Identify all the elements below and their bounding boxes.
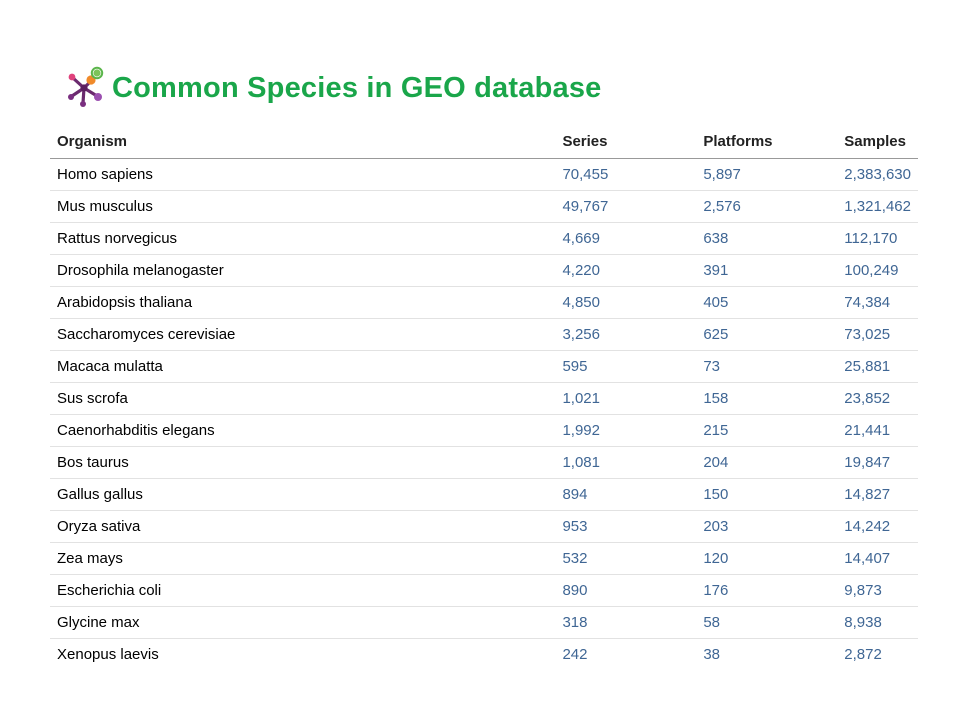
column-header-samples: Samples — [837, 125, 918, 159]
organism-cell: Zea mays — [50, 542, 556, 575]
table-header-row: Organism Series Platforms Samples — [50, 125, 918, 159]
series-count-link[interactable]: 49,767 — [555, 190, 697, 223]
platforms-count-link[interactable]: 215 — [696, 414, 838, 447]
table-row: Oryza sativa 953 203 14,242 — [50, 510, 918, 543]
organism-cell: Gallus gallus — [50, 478, 556, 511]
samples-count-link[interactable]: 23,852 — [837, 382, 918, 415]
series-count-link[interactable]: 1,021 — [555, 382, 697, 415]
platforms-count-link[interactable]: 58 — [696, 606, 838, 639]
geo-molecule-icon — [68, 66, 104, 107]
platforms-count-link[interactable]: 158 — [696, 382, 838, 415]
species-table-body: Homo sapiens 70,455 5,897 2,383,630 Mus musc… — [50, 158, 918, 671]
page-header: Common Species in GEO database — [64, 60, 601, 116]
table-row: Mus musculus 49,767 2,576 1,321,462 — [50, 190, 918, 223]
organism-cell: Oryza sativa — [50, 510, 556, 543]
organism-cell: Macaca mulatta — [50, 350, 556, 383]
organism-cell: Homo sapiens — [50, 158, 556, 191]
table-row: Arabidopsis thaliana 4,850 405 74,384 — [50, 286, 918, 319]
platforms-count-link[interactable]: 625 — [696, 318, 838, 351]
table-row: Sus scrofa 1,021 158 23,852 — [50, 382, 918, 415]
samples-count-link[interactable]: 14,407 — [837, 542, 918, 575]
samples-count-link[interactable]: 25,881 — [837, 350, 918, 383]
series-count-link[interactable]: 894 — [555, 478, 697, 511]
samples-count-link[interactable]: 100,249 — [837, 254, 918, 287]
samples-count-link[interactable]: 112,170 — [837, 222, 918, 255]
platforms-count-link[interactable]: 638 — [696, 222, 838, 255]
table-row: Glycine max 318 58 8,938 — [50, 606, 918, 639]
samples-count-link[interactable]: 9,873 — [837, 574, 918, 607]
column-header-series: Series — [555, 125, 697, 159]
samples-count-link[interactable]: 2,872 — [844, 646, 882, 663]
series-count-link[interactable]: 1,081 — [555, 446, 697, 479]
samples-count-link[interactable]: 1,321,462 — [837, 190, 918, 223]
table-row: Macaca mulatta 595 73 25,881 — [50, 350, 918, 383]
table-row: Xenopus laevis 242 38 2,872 — [50, 639, 918, 671]
organism-cell: Rattus norvegicus — [50, 222, 556, 255]
table-row: Caenorhabditis elegans 1,992 215 21,441 — [50, 414, 918, 447]
table-row: Bos taurus 1,081 204 19,847 — [50, 446, 918, 479]
organism-cell: Arabidopsis thaliana — [50, 286, 556, 319]
platforms-count-link[interactable]: 73 — [696, 350, 838, 383]
table-row: Drosophila melanogaster 4,220 391 100,249 — [50, 254, 918, 287]
platforms-count-link[interactable]: 203 — [696, 510, 838, 543]
samples-count-link[interactable]: 14,242 — [837, 510, 918, 543]
samples-count-link[interactable]: 21,441 — [837, 414, 918, 447]
table-row: Gallus gallus 894 150 14,827 — [50, 478, 918, 511]
series-count-link[interactable]: 595 — [555, 350, 697, 383]
organism-cell: Glycine max — [50, 606, 556, 639]
platforms-count-link[interactable]: 5,897 — [696, 158, 838, 191]
column-header-organism: Organism — [50, 125, 556, 159]
series-count-link[interactable]: 1,992 — [555, 414, 697, 447]
platforms-count-link[interactable]: 120 — [696, 542, 838, 575]
platforms-count-link[interactable]: 405 — [696, 286, 838, 319]
species-table: Organism Series Platforms Samples Homo s… — [50, 125, 918, 670]
organism-cell: Sus scrofa — [50, 382, 556, 415]
platforms-count-link[interactable]: 204 — [696, 446, 838, 479]
series-count-link[interactable]: 318 — [555, 606, 697, 639]
series-count-link[interactable]: 3,256 — [555, 318, 697, 351]
table-row: Saccharomyces cerevisiae 3,256 625 73,025 — [50, 318, 918, 351]
organism-cell: Xenopus laevis — [57, 646, 159, 663]
samples-count-link[interactable]: 2,383,630 — [837, 158, 918, 191]
organism-cell: Caenorhabditis elegans — [50, 414, 556, 447]
platforms-count-link[interactable]: 176 — [696, 574, 838, 607]
platforms-count-link[interactable]: 391 — [696, 254, 838, 287]
organism-cell: Drosophila melanogaster — [50, 254, 556, 287]
series-count-link[interactable]: 953 — [555, 510, 697, 543]
table-row: Escherichia coli 890 176 9,873 — [50, 574, 918, 607]
table-row: Homo sapiens 70,455 5,897 2,383,630 — [50, 158, 918, 191]
samples-count-link[interactable]: 14,827 — [837, 478, 918, 511]
table-row: Zea mays 532 120 14,407 — [50, 542, 918, 575]
series-count-link[interactable]: 4,220 — [555, 254, 697, 287]
series-count-link[interactable]: 890 — [555, 574, 697, 607]
samples-count-link[interactable]: 74,384 — [837, 286, 918, 319]
organism-cell: Bos taurus — [50, 446, 556, 479]
samples-count-link[interactable]: 19,847 — [837, 446, 918, 479]
platforms-count-link[interactable]: 38 — [703, 646, 721, 663]
platforms-count-link[interactable]: 2,576 — [696, 190, 838, 223]
organism-cell: Escherichia coli — [50, 574, 556, 607]
samples-count-link[interactable]: 8,938 — [837, 606, 918, 639]
organism-cell: Saccharomyces cerevisiae — [50, 318, 556, 351]
page-title: Common Species in GEO database — [112, 71, 602, 104]
series-count-link[interactable]: 4,669 — [555, 222, 697, 255]
platforms-count-link[interactable]: 150 — [696, 478, 838, 511]
table-row: Rattus norvegicus 4,669 638 112,170 — [50, 222, 918, 255]
series-count-link[interactable]: 242 — [562, 646, 588, 663]
column-header-platforms: Platforms — [696, 125, 838, 159]
organism-cell: Mus musculus — [50, 190, 556, 223]
series-count-link[interactable]: 70,455 — [555, 158, 697, 191]
series-count-link[interactable]: 532 — [555, 542, 697, 575]
samples-count-link[interactable]: 73,025 — [837, 318, 918, 351]
series-count-link[interactable]: 4,850 — [555, 286, 697, 319]
